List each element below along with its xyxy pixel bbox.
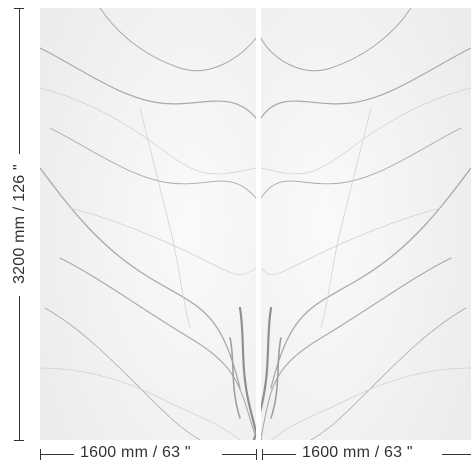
width-left-line-start [40,454,74,455]
marble-texture-left [40,8,256,440]
height-line-bottom [19,296,20,440]
width-left-line-end [222,454,256,455]
marble-texture-right [261,8,471,440]
height-line-top [19,8,20,154]
height-dimension-label: 3200 mm / 126 " [11,164,28,284]
width-right-line-end [442,454,471,455]
width-dimension-label-left: 1600 mm / 63 " [80,444,191,461]
height-bottom-tick [14,440,24,441]
marble-slab-left [40,8,256,440]
width-left-end-tick [256,449,257,460]
width-dimension-label-right: 1600 mm / 63 " [302,444,413,461]
width-right-line-start [262,454,296,455]
marble-slab-right [261,8,471,440]
